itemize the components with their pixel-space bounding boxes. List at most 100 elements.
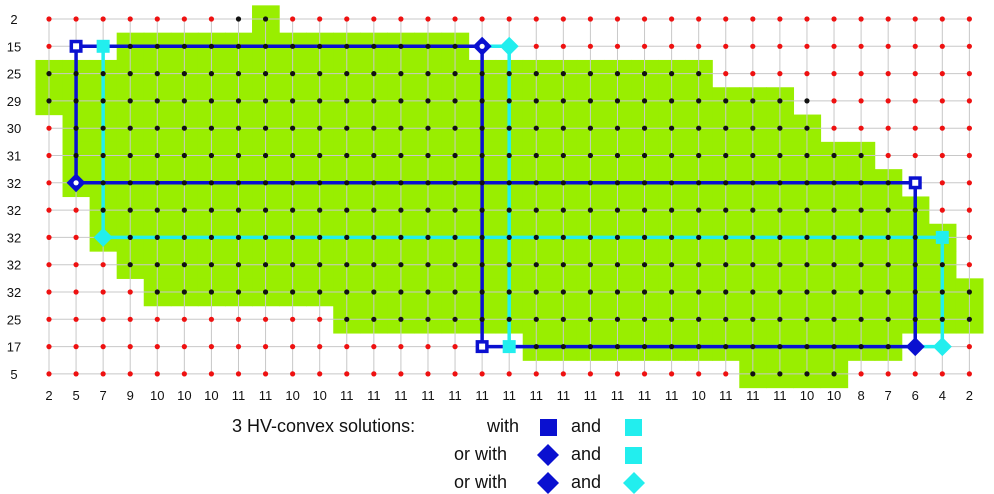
red-dot	[181, 16, 187, 22]
black-dot	[181, 262, 187, 268]
red-dot	[506, 16, 512, 22]
black-dot	[208, 262, 215, 268]
red-dot	[912, 125, 918, 131]
black-dot	[290, 234, 296, 240]
black-dot	[587, 71, 594, 77]
column-label: 11	[421, 388, 435, 403]
cyan-diamond-marker	[932, 337, 952, 357]
black-dot	[479, 180, 485, 186]
red-dot	[669, 371, 675, 377]
black-dot	[181, 152, 187, 159]
black-dot	[208, 289, 215, 295]
black-dot	[831, 152, 837, 159]
black-dot	[885, 262, 891, 268]
black-dot	[371, 262, 377, 268]
black-dot	[344, 71, 350, 77]
black-dot	[208, 125, 215, 131]
black-dot	[235, 234, 242, 240]
red-dot	[425, 371, 431, 377]
row-label: 32	[7, 230, 21, 245]
red-dot	[966, 43, 972, 49]
black-dot	[641, 262, 648, 268]
black-dot	[750, 262, 756, 268]
black-dot	[425, 234, 431, 240]
black-dot	[344, 262, 350, 268]
black-dot	[587, 262, 594, 268]
red-dot	[452, 344, 458, 350]
legend-cyan-square	[625, 447, 642, 464]
black-dot	[425, 43, 431, 49]
black-dot	[723, 125, 729, 131]
red-dot	[912, 16, 918, 22]
red-dot	[262, 316, 269, 322]
black-dot	[506, 316, 512, 322]
black-dot	[669, 262, 675, 268]
black-dot	[317, 207, 323, 213]
red-dot	[46, 43, 52, 49]
column-label: 9	[127, 388, 134, 403]
black-dot	[181, 71, 187, 77]
column-label: 5	[72, 388, 79, 403]
black-dot	[587, 344, 594, 350]
black-dot	[614, 98, 621, 104]
black-dot	[804, 152, 810, 159]
black-dot	[452, 207, 458, 213]
black-dot	[912, 207, 918, 213]
black-dot	[290, 125, 296, 131]
red-dot	[290, 316, 296, 322]
black-dot	[425, 180, 431, 186]
red-dot	[100, 371, 106, 377]
black-dot	[723, 316, 729, 322]
black-dot	[317, 262, 323, 268]
row-label: 32	[7, 203, 21, 218]
red-dot	[181, 344, 187, 350]
black-dot	[127, 180, 133, 186]
black-dot	[425, 125, 431, 131]
black-dot	[100, 98, 106, 104]
black-dot	[317, 125, 323, 131]
cyan-square-marker	[96, 39, 110, 53]
black-dot	[235, 98, 242, 104]
black-dot	[127, 71, 133, 77]
black-dot	[641, 234, 648, 240]
black-dot	[208, 180, 215, 186]
black-dot	[371, 98, 377, 104]
black-dot	[587, 180, 594, 186]
black-dot	[344, 180, 350, 186]
black-dot	[533, 71, 539, 77]
black-dot	[317, 234, 323, 240]
red-dot	[614, 371, 621, 377]
blue-square-marker-center	[479, 343, 486, 350]
black-dot	[208, 234, 215, 240]
column-label: 11	[638, 388, 652, 403]
black-dot	[262, 207, 269, 213]
black-dot	[154, 234, 160, 240]
black-dot	[885, 180, 891, 186]
black-dot	[479, 207, 485, 213]
black-dot	[804, 98, 810, 104]
black-dot	[154, 98, 160, 104]
red-dot	[587, 371, 594, 377]
black-dot	[506, 262, 512, 268]
black-dot	[641, 71, 648, 77]
black-dot	[669, 207, 675, 213]
red-dot	[966, 71, 972, 77]
red-dot	[939, 180, 945, 186]
black-dot	[669, 344, 675, 350]
column-label: 10	[150, 388, 164, 403]
black-dot	[560, 207, 566, 213]
column-label: 4	[939, 388, 946, 403]
red-dot	[885, 98, 891, 104]
black-dot	[262, 98, 269, 104]
black-dot	[154, 207, 160, 213]
cyan-square-marker	[502, 340, 516, 354]
red-dot	[398, 371, 404, 377]
column-label: 7	[100, 388, 107, 403]
red-dot	[560, 371, 566, 377]
red-dot	[46, 289, 52, 295]
black-dot	[750, 152, 756, 159]
black-dot	[398, 234, 404, 240]
column-label: 10	[177, 388, 191, 403]
red-dot	[939, 207, 945, 213]
black-dot	[804, 344, 810, 350]
